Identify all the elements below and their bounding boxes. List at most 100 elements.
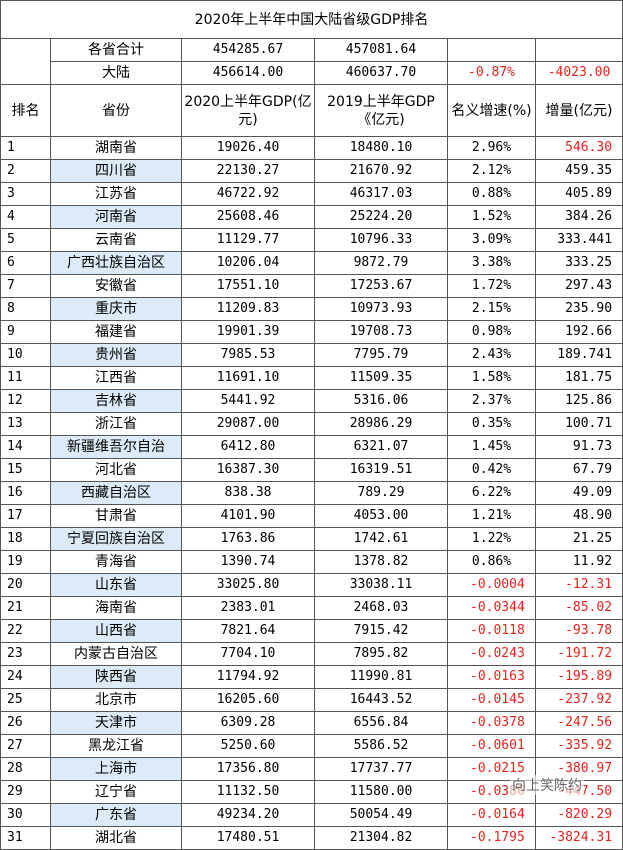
cell-gdp2019: 1378.82 <box>314 550 448 574</box>
cell-rank: 17 <box>0 504 51 528</box>
cell-rank: 7 <box>0 274 51 298</box>
cell-rank: 6 <box>0 251 51 275</box>
cell-rate: -0.1795 <box>447 826 536 850</box>
cell-gdp2019: 17253.67 <box>314 274 448 298</box>
table-row: 30 广东省 49234.20 50054.49 -0.0164 -820.29 <box>0 803 623 827</box>
cell-rate: 0.98% <box>447 320 536 344</box>
cell-rank: 3 <box>0 182 51 206</box>
table-row: 14 新疆维吾尔自治 6412.80 6321.07 1.45% 91.73 <box>0 435 623 459</box>
table-row: 2 四川省 22130.27 21670.92 2.12% 459.35 <box>0 159 623 183</box>
table-row: 3 江苏省 46722.92 46317.03 0.88% 405.89 <box>0 182 623 206</box>
table-row: 7 安徽省 17551.10 17253.67 1.72% 297.43 <box>0 274 623 298</box>
cell-rate: 0.88% <box>447 182 536 206</box>
cell-gdp2019: 789.29 <box>314 481 448 505</box>
cell-province: 海南省 <box>50 596 182 620</box>
cell-province: 北京市 <box>50 688 182 712</box>
table-row: 23 内蒙古自治区 7704.10 7895.82 -0.0243 -191.72 <box>0 642 623 666</box>
cell-gdp2020: 838.38 <box>181 481 315 505</box>
cell-rate: -0.0145 <box>447 688 536 712</box>
table-row: 5 云南省 11129.77 10796.33 3.09% 333.441 <box>0 228 623 252</box>
cell-gdp2019: 21670.92 <box>314 159 448 183</box>
summary-increase: -4023.00 <box>534 61 623 85</box>
cell-province: 山东省 <box>50 573 182 597</box>
cell-province: 广西壮族自治区 <box>50 251 182 275</box>
cell-rate: -0.0243 <box>447 642 536 666</box>
cell-province: 山西省 <box>50 619 182 643</box>
cell-increase: 49.09 <box>534 481 623 505</box>
cell-gdp2019: 16443.52 <box>314 688 448 712</box>
cell-increase: 189.741 <box>534 343 623 367</box>
table-row: 13 浙江省 29087.00 28986.29 0.35% 100.71 <box>0 412 623 436</box>
cell-increase: -335.92 <box>534 734 623 758</box>
table-row: 4 河南省 25608.46 25224.20 1.52% 384.26 <box>0 205 623 229</box>
cell-increase: -237.92 <box>534 688 623 712</box>
cell-rate: 3.09% <box>447 228 536 252</box>
table-row: 16 西藏自治区 838.38 789.29 6.22% 49.09 <box>0 481 623 505</box>
header-province: 省份 <box>50 84 182 137</box>
table-row: 15 河北省 16387.30 16319.51 0.42% 67.79 <box>0 458 623 482</box>
cell-rank: 28 <box>0 757 51 781</box>
cell-province: 甘肃省 <box>50 504 182 528</box>
cell-gdp2020: 29087.00 <box>181 412 315 436</box>
cell-rate: -0.0004 <box>447 573 536 597</box>
table-row: 10 贵州省 7985.53 7795.79 2.43% 189.741 <box>0 343 623 367</box>
cell-increase: -247.56 <box>534 711 623 735</box>
cell-rate: -0.0118 <box>447 619 536 643</box>
table-row: 31 湖北省 17480.51 21304.82 -0.1795 -3824.31 <box>0 826 623 850</box>
cell-gdp2019: 19708.73 <box>314 320 448 344</box>
table-row: 18 宁夏回族自治区 1763.86 1742.61 1.22% 21.25 <box>0 527 623 551</box>
summary-gdp2020: 454285.67 <box>181 38 315 62</box>
summary-gdp2019: 457081.64 <box>314 38 448 62</box>
table-title: 2020年上半年中国大陆省级GDP排名 <box>0 0 623 39</box>
cell-province: 内蒙古自治区 <box>50 642 182 666</box>
cell-rate: 2.43% <box>447 343 536 367</box>
cell-rank: 21 <box>0 596 51 620</box>
table-row: 9 福建省 19901.39 19708.73 0.98% 192.66 <box>0 320 623 344</box>
cell-gdp2020: 2383.01 <box>181 596 315 620</box>
table-row: 8 重庆市 11209.83 10973.93 2.15% 235.90 <box>0 297 623 321</box>
cell-gdp2019: 5316.06 <box>314 389 448 413</box>
cell-province: 浙江省 <box>50 412 182 436</box>
cell-rate: 6.22% <box>447 481 536 505</box>
cell-province: 天津市 <box>50 711 182 735</box>
cell-gdp2020: 10206.04 <box>181 251 315 275</box>
cell-rank: 18 <box>0 527 51 551</box>
cell-province: 安徽省 <box>50 274 182 298</box>
watermark: 向上笑陈约 <box>510 775 584 795</box>
cell-gdp2020: 11132.50 <box>181 780 315 804</box>
cell-rank: 23 <box>0 642 51 666</box>
cell-province: 黑龙江省 <box>50 734 182 758</box>
cell-province: 吉林省 <box>50 389 182 413</box>
summary-increase <box>534 38 623 62</box>
cell-increase: 48.90 <box>534 504 623 528</box>
cell-increase: -12.31 <box>534 573 623 597</box>
cell-increase: 297.43 <box>534 274 623 298</box>
cell-gdp2019: 11990.81 <box>314 665 448 689</box>
cell-gdp2019: 7895.82 <box>314 642 448 666</box>
cell-increase: 21.25 <box>534 527 623 551</box>
cell-gdp2020: 11794.92 <box>181 665 315 689</box>
cell-increase: -85.02 <box>534 596 623 620</box>
summary-row-mainland: 大陆 456614.00 460637.70 -0.87% -4023.00 <box>1 61 623 85</box>
cell-rate: -0.0164 <box>447 803 536 827</box>
cell-rate: 3.38% <box>447 251 536 275</box>
summary-gdp2020: 456614.00 <box>181 61 315 85</box>
table-row: 21 海南省 2383.01 2468.03 -0.0344 -85.02 <box>0 596 623 620</box>
cell-province: 青海省 <box>50 550 182 574</box>
cell-rank: 11 <box>0 366 51 390</box>
cell-rate: 0.35% <box>447 412 536 436</box>
cell-increase: -3824.31 <box>534 826 623 850</box>
cell-gdp2020: 4101.90 <box>181 504 315 528</box>
cell-increase: 405.89 <box>534 182 623 206</box>
summary-rate <box>447 38 536 62</box>
cell-province: 江苏省 <box>50 182 182 206</box>
cell-increase: -191.72 <box>534 642 623 666</box>
summary-gdp2019: 460637.70 <box>314 61 448 85</box>
cell-gdp2019: 18480.10 <box>314 136 448 160</box>
cell-rank: 16 <box>0 481 51 505</box>
cell-gdp2019: 46317.03 <box>314 182 448 206</box>
cell-increase: -93.78 <box>534 619 623 643</box>
table-row: 24 陕西省 11794.92 11990.81 -0.0163 -195.89 <box>0 665 623 689</box>
cell-province: 贵州省 <box>50 343 182 367</box>
cell-increase: 125.86 <box>534 389 623 413</box>
